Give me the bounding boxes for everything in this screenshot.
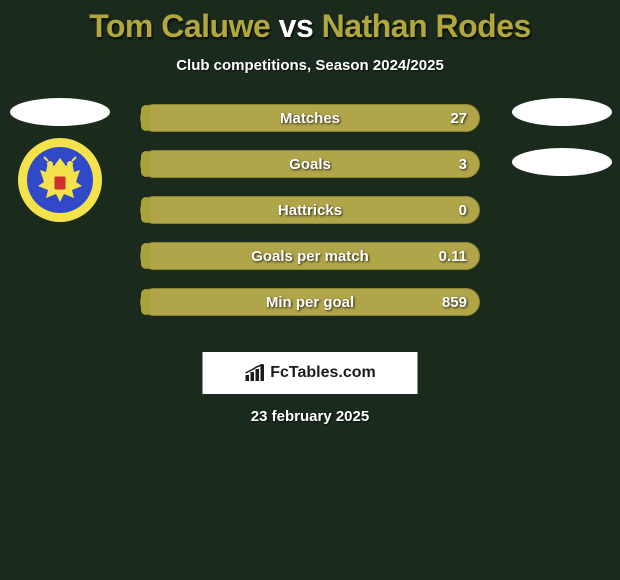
subtitle: Club competitions, Season 2024/2025 bbox=[0, 57, 620, 74]
stat-bar-label: Goals bbox=[141, 156, 479, 173]
stat-bar-value: 859 bbox=[442, 294, 467, 311]
stat-bar: Goals per match0.11 bbox=[140, 242, 480, 270]
brand-badge[interactable]: FcTables.com bbox=[203, 352, 418, 394]
brand-text: FcTables.com bbox=[270, 364, 376, 382]
stat-bar: Goals3 bbox=[140, 150, 480, 178]
date-label: 23 february 2025 bbox=[0, 408, 620, 425]
stat-bar: Hattricks0 bbox=[140, 196, 480, 224]
stat-bar-value: 0 bbox=[459, 202, 467, 219]
player1-column bbox=[10, 98, 110, 222]
title-vs: vs bbox=[279, 8, 314, 44]
stat-bar-value: 0.11 bbox=[439, 248, 467, 265]
page-title: Tom Caluwe vs Nathan Rodes bbox=[0, 0, 620, 45]
stat-bar-label: Min per goal bbox=[141, 294, 479, 311]
player2-flag-placeholder bbox=[512, 98, 612, 126]
stat-bar-label: Goals per match bbox=[141, 248, 479, 265]
stat-bar: Min per goal859 bbox=[140, 288, 480, 316]
title-player1: Tom Caluwe bbox=[89, 8, 270, 44]
stat-bar-value: 3 bbox=[459, 156, 467, 173]
player2-column bbox=[512, 98, 612, 176]
stat-bar-label: Hattricks bbox=[141, 202, 479, 219]
stat-bar-value: 27 bbox=[450, 110, 467, 127]
stat-bars: Matches27 Goals3 Hattricks0 Goals per match… bbox=[140, 104, 480, 316]
stat-bar-label: Matches bbox=[141, 110, 479, 127]
bar-chart-icon bbox=[244, 364, 266, 382]
title-player2: Nathan Rodes bbox=[322, 8, 531, 44]
stat-bar: Matches27 bbox=[140, 104, 480, 132]
player1-club-badge bbox=[18, 138, 102, 222]
player2-club-placeholder bbox=[512, 148, 612, 176]
player1-flag-placeholder bbox=[10, 98, 110, 126]
